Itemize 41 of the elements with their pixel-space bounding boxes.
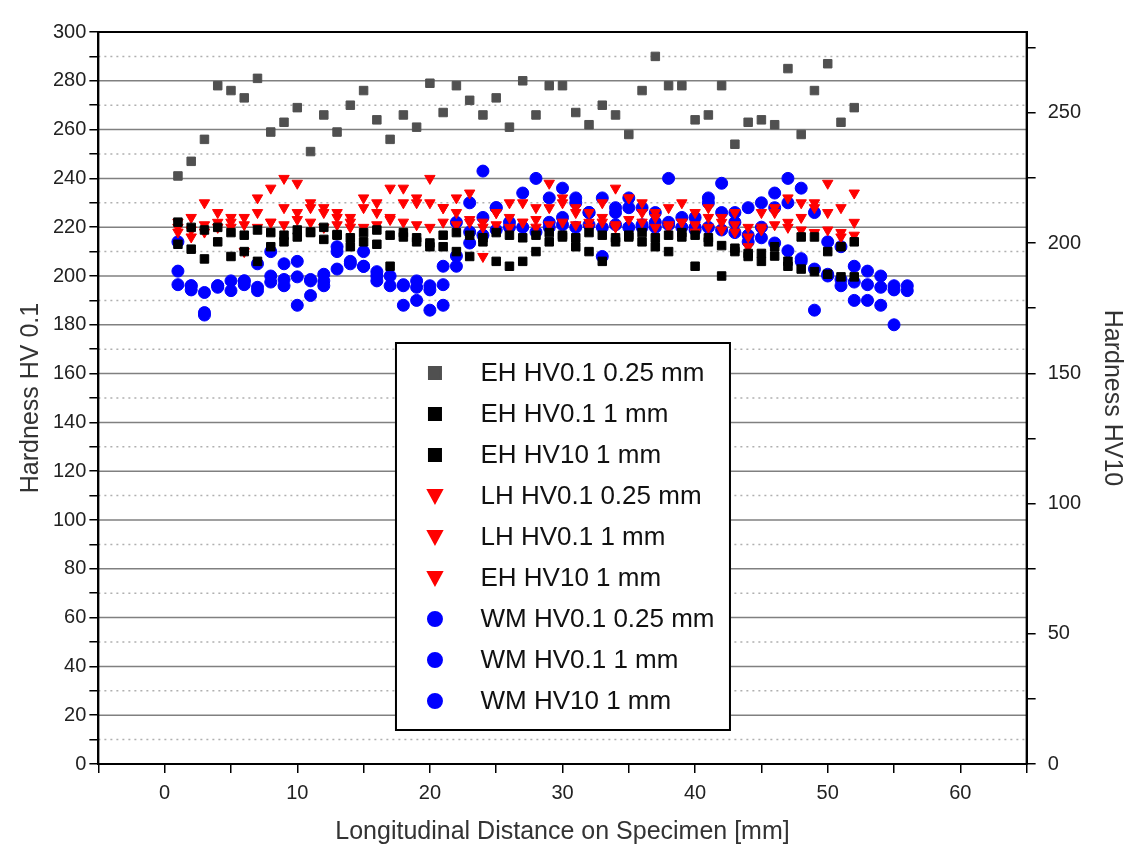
- y-tick-label: 280: [52, 68, 87, 91]
- x-tick-label: 30: [551, 780, 574, 803]
- x-tick-label: 60: [949, 780, 972, 803]
- legend-label: WM HV10 1 mm: [480, 685, 672, 716]
- y-tick-label: 100: [52, 507, 87, 530]
- y-tick-label: 0: [75, 751, 87, 774]
- y2-tick-label: 200: [1047, 230, 1082, 253]
- y2-tick-label: 250: [1047, 100, 1082, 123]
- legend-label: WM HV0.1 1 mm: [480, 644, 679, 675]
- y-tick-label: 200: [52, 263, 87, 286]
- y-tick-label: 260: [52, 117, 87, 140]
- x-tick-label: 50: [816, 780, 839, 803]
- x-tick-label: 10: [286, 780, 309, 803]
- legend-label: EH HV0.1 1 mm: [480, 398, 669, 429]
- y-tick-label: 80: [64, 556, 87, 579]
- y-tick-label: 20: [64, 702, 87, 725]
- y-tick-label: 240: [52, 165, 87, 188]
- y-tick-label: 220: [52, 214, 87, 237]
- y-axis-title: Hardness HV 0.1: [14, 302, 43, 494]
- legend-label: EH HV10 1 mm: [480, 562, 662, 593]
- y2-tick-label: 150: [1047, 360, 1082, 383]
- legend-label: LH HV0.1 1 mm: [480, 521, 666, 552]
- x-tick-label: 20: [418, 780, 442, 803]
- y-tick-label: 300: [52, 19, 87, 42]
- y2-axis-title: Hardness HV10: [1100, 309, 1129, 487]
- y-tick-label: 140: [52, 409, 87, 432]
- x-tick-label: 0: [159, 780, 171, 803]
- x-tick-label: 40: [683, 780, 707, 803]
- x-axis-title: Longitudinal Distance on Specimen [mm]: [335, 815, 790, 844]
- y2-tick-label: 0: [1047, 751, 1059, 774]
- y-tick-label: 160: [52, 361, 87, 384]
- y-tick-label: 120: [52, 458, 87, 481]
- y-tick-label: 180: [52, 312, 87, 335]
- y-tick-label: 60: [64, 605, 87, 628]
- y2-tick-label: 100: [1047, 491, 1082, 514]
- y-tick-label: 40: [64, 653, 87, 676]
- y2-tick-label: 50: [1047, 621, 1070, 644]
- legend-label: LH HV0.1 0.25 mm: [480, 480, 702, 511]
- legend-label: WM HV0.1 0.25 mm: [480, 603, 715, 634]
- legend-label: EH HV0.1 0.25 mm: [480, 357, 705, 388]
- legend-label: EH HV10 1 mm: [480, 439, 662, 470]
